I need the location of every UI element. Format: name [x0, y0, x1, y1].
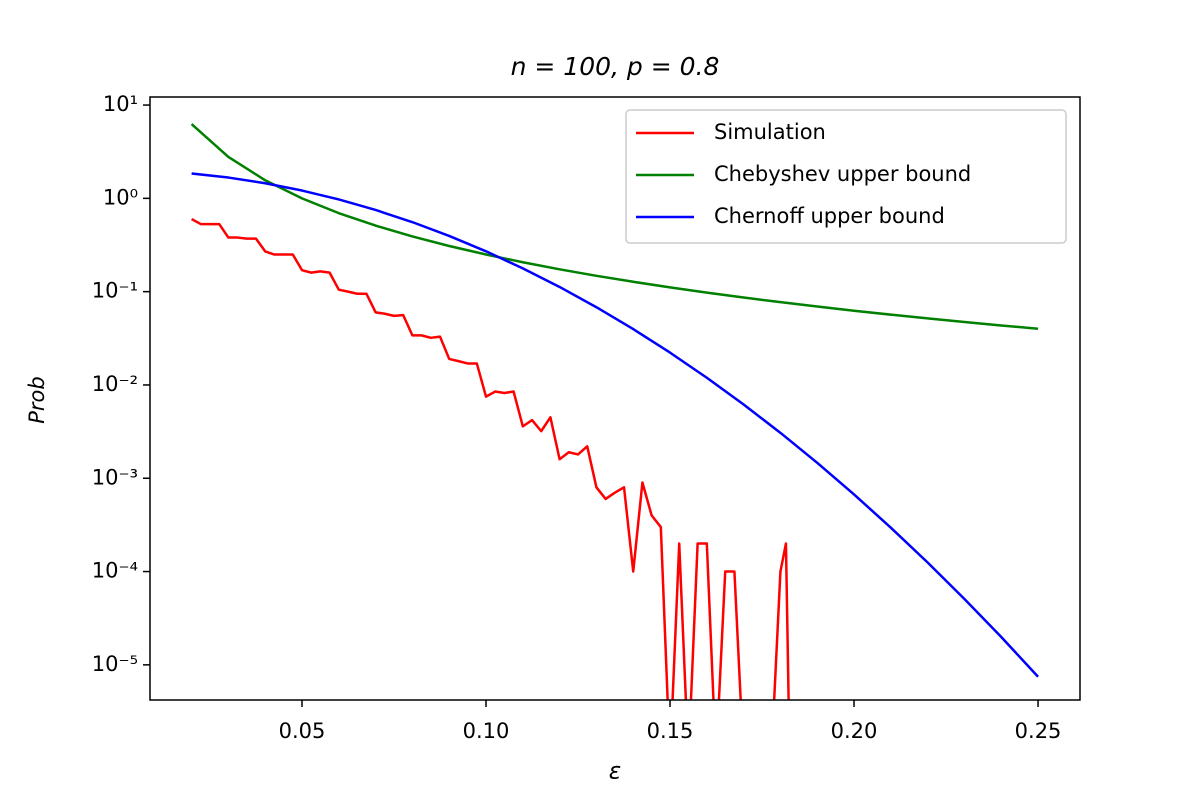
y-tick-label: 10⁻² — [92, 372, 138, 396]
y-tick-label: 10¹ — [103, 92, 138, 116]
legend-box — [625, 109, 1067, 244]
y-tick-label: 10⁰ — [103, 185, 138, 209]
y-tick-label: 10⁻³ — [92, 465, 138, 489]
axes-frame — [149, 96, 1081, 701]
y-tick-label: 10⁻⁴ — [92, 559, 138, 583]
y-axis-label: Prob — [25, 376, 49, 423]
series-line — [190, 217, 790, 700]
series-line — [191, 172, 1039, 678]
y-tick-label: 10⁻¹ — [92, 279, 138, 303]
series-line — [190, 123, 1039, 331]
x-axis-label: ε — [609, 759, 621, 785]
chart-title: n = 100, p = 0.8 — [511, 52, 720, 81]
legend-label: Simulation — [714, 120, 826, 144]
x-tick-label: 0.25 — [1015, 719, 1062, 743]
x-tick-label: 0.15 — [647, 719, 694, 743]
x-tick-label: 0.05 — [279, 719, 326, 743]
y-tick-label: 10⁻⁵ — [92, 652, 138, 676]
legend-label: Chernoff upper bound — [714, 204, 945, 228]
legend-label: Chebyshev upper bound — [714, 162, 971, 186]
plot-area — [190, 123, 1039, 700]
x-tick-label: 0.20 — [831, 719, 878, 743]
x-tick-label: 0.10 — [463, 719, 510, 743]
